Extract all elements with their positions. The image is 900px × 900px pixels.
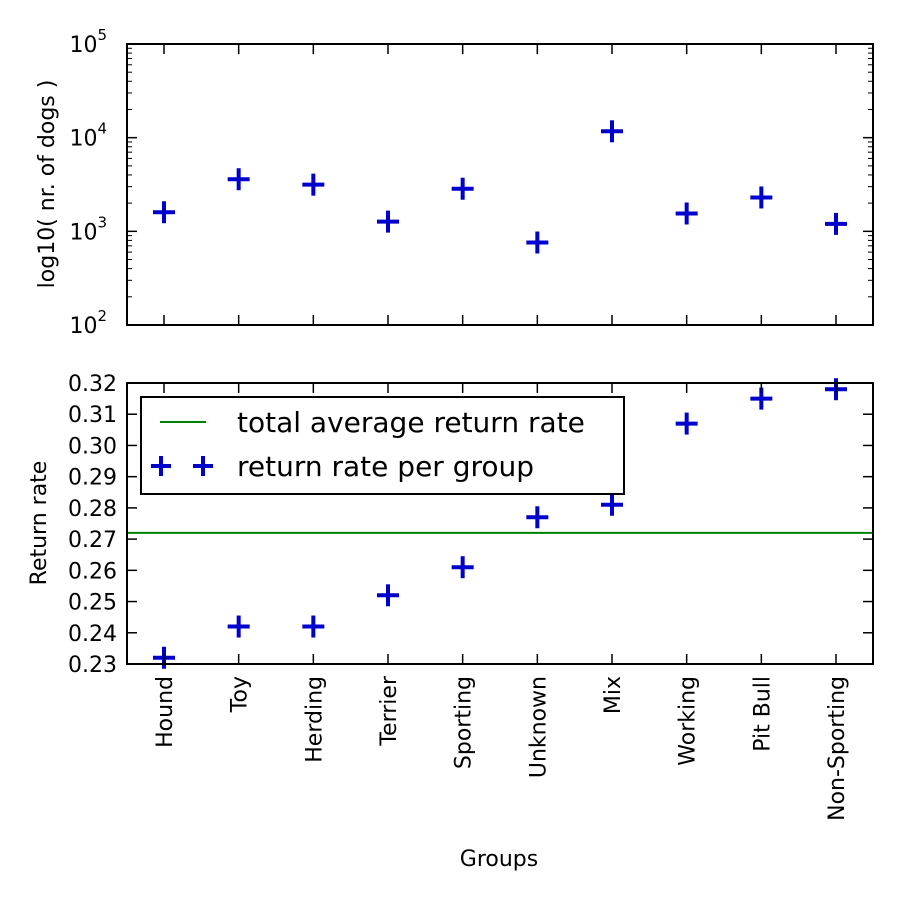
top-marker-non-sporting xyxy=(825,212,847,235)
x-tick-label-toy: Toy xyxy=(228,676,253,713)
legend: total average return rate return rate pe… xyxy=(140,396,625,495)
bottom-marker-unknown xyxy=(526,506,549,529)
top-marker-sporting xyxy=(451,177,474,200)
top-y-tick-label: 105 xyxy=(69,26,107,58)
x-tick-label-terrier: Terrier xyxy=(377,675,402,747)
legend-label-average: total average return rate xyxy=(237,406,585,439)
x-tick-label-hound: Hound xyxy=(153,676,178,748)
x-tick-label-sporting: Sporting xyxy=(452,676,477,769)
bottom-y-tick-label: 0.31 xyxy=(68,403,117,428)
legend-marker-swatch xyxy=(151,456,213,476)
top-y-tick-label: 104 xyxy=(69,120,107,152)
top-marker-pit-bull xyxy=(750,186,773,209)
x-tick-labels: Hound Toy Herding Terrier Sporting Unknown Mix… xyxy=(153,675,850,821)
bottom-marker-terrier xyxy=(377,584,399,607)
x-tick-label-unknown: Unknown xyxy=(526,676,551,778)
bottom-panel-return-rate: 0.23 0.24 0.25 0.26 0.27 0.28 0.29 0.30 0.31 0.32… xyxy=(27,372,874,872)
top-panel-count: 102 103 104 105 log10( nr. of dogs ) xyxy=(35,26,874,339)
top-markers xyxy=(153,120,847,254)
bottom-marker-toy xyxy=(227,615,250,638)
top-marker-mix xyxy=(601,120,623,143)
bottom-y-tick-label: 0.26 xyxy=(68,559,117,584)
x-tick-label-pit-bull: Pit Bull xyxy=(750,676,775,752)
x-tick-label-non-sporting: Non-Sporting xyxy=(825,676,850,821)
bottom-y-tick-label: 0.25 xyxy=(68,591,117,616)
bottom-y-tick-label: 0.30 xyxy=(68,434,117,459)
top-y-axis-title: log10( nr. of dogs ) xyxy=(35,80,60,289)
bottom-y-axis-title: Return rate xyxy=(27,461,52,586)
top-y-tick-label: 102 xyxy=(69,307,107,339)
top-ticks: 102 103 104 105 xyxy=(69,26,873,339)
top-marker-herding xyxy=(302,173,325,196)
x-tick-label-herding: Herding xyxy=(302,676,327,763)
legend-label-per-group: return rate per group xyxy=(237,450,534,483)
top-marker-working xyxy=(675,202,698,225)
bottom-y-tick-label: 0.28 xyxy=(68,497,117,522)
top-marker-toy xyxy=(227,168,250,191)
bottom-y-tick-label: 0.27 xyxy=(68,528,117,553)
top-y-tick-label: 103 xyxy=(69,213,107,245)
top-marker-unknown xyxy=(526,231,549,254)
bottom-y-tick-label: 0.32 xyxy=(68,372,117,397)
x-tick-label-working: Working xyxy=(676,676,701,766)
bottom-y-tick-label: 0.23 xyxy=(68,653,117,678)
x-axis-title: Groups xyxy=(460,847,538,872)
top-marker-terrier xyxy=(377,210,399,233)
top-plot-frame xyxy=(126,43,874,326)
legend-box xyxy=(140,396,625,495)
top-marker-hound xyxy=(153,201,175,224)
bottom-y-tick-label: 0.29 xyxy=(68,466,117,491)
bottom-y-tick-label: 0.24 xyxy=(68,622,117,647)
bottom-marker-sporting xyxy=(451,556,474,579)
bottom-plot-frame xyxy=(126,382,874,665)
x-tick-label-mix: Mix xyxy=(601,676,626,714)
bottom-marker-working xyxy=(675,412,698,435)
bottom-marker-mix xyxy=(601,493,623,516)
bottom-marker-herding xyxy=(302,615,325,638)
